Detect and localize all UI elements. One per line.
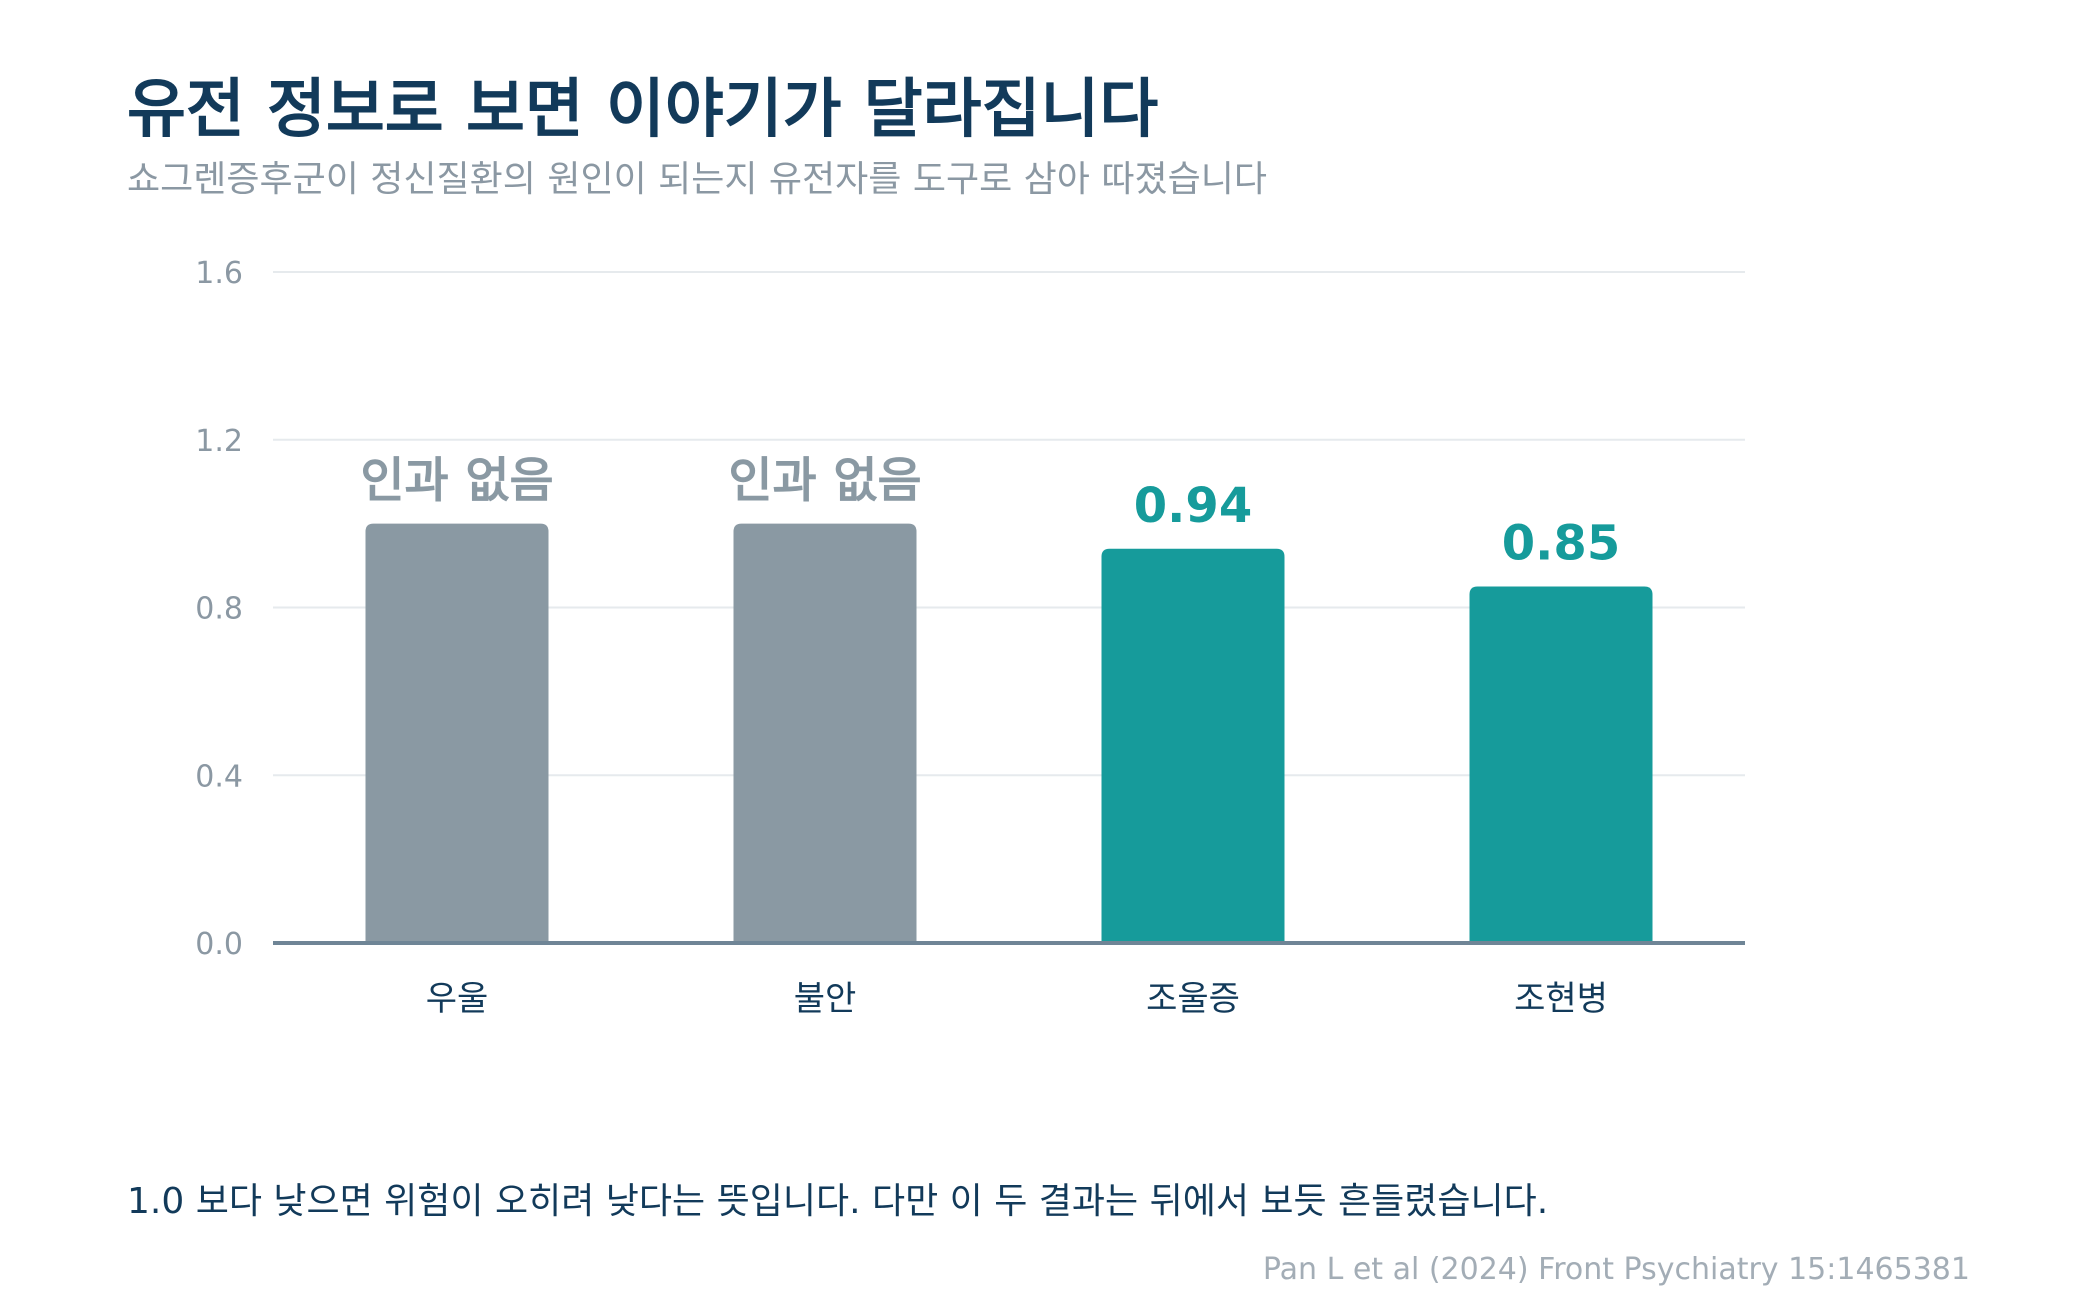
bar-value-label: 0.94 [1134,478,1252,534]
y-tick-label: 0.4 [195,759,243,794]
y-tick-label: 1.2 [195,424,243,459]
bar-value-label: 인과 없음 [728,453,921,509]
x-axis-ticks: 우울 불안 조울증 조현병 [426,979,1608,1019]
bar-value-label: 0.85 [1502,516,1620,572]
source-citation: Pan L et al (2024) Front Psychiatry 15:1… [1262,1252,1970,1287]
footnote: 1.0 보다 낮으면 위험이 오히려 낮다는 뜻입니다. 다만 이 두 결과는 … [127,1181,1549,1222]
bar-조현병 [1469,586,1653,943]
y-tick-label: 1.6 [195,256,243,291]
x-tick-label: 조울증 [1146,979,1240,1019]
chart-title: 유전 정보로 보면 이야기가 달라집니다 [127,73,1159,147]
bar-조울증 [1101,548,1285,943]
bar-우울 [365,523,549,943]
x-tick-label: 조현병 [1514,979,1608,1019]
y-tick-label: 0.8 [195,592,243,627]
x-tick-label: 불안 [794,979,857,1019]
bars [365,523,1653,943]
y-axis-ticks: 0.0 0.4 0.8 1.2 1.6 [195,256,243,962]
bar-불안 [733,523,917,943]
chart-subtitle: 쇼그렌증후군이 정신질환의 원인이 되는지 유전자를 도구로 삼아 따졌습니다 [127,159,1267,200]
x-tick-label: 우울 [426,979,489,1019]
bar-labels: 인과 없음 인과 없음 0.94 0.85 [360,453,1620,572]
bar-value-label: 인과 없음 [360,453,553,509]
y-tick-label: 0.0 [195,927,243,962]
